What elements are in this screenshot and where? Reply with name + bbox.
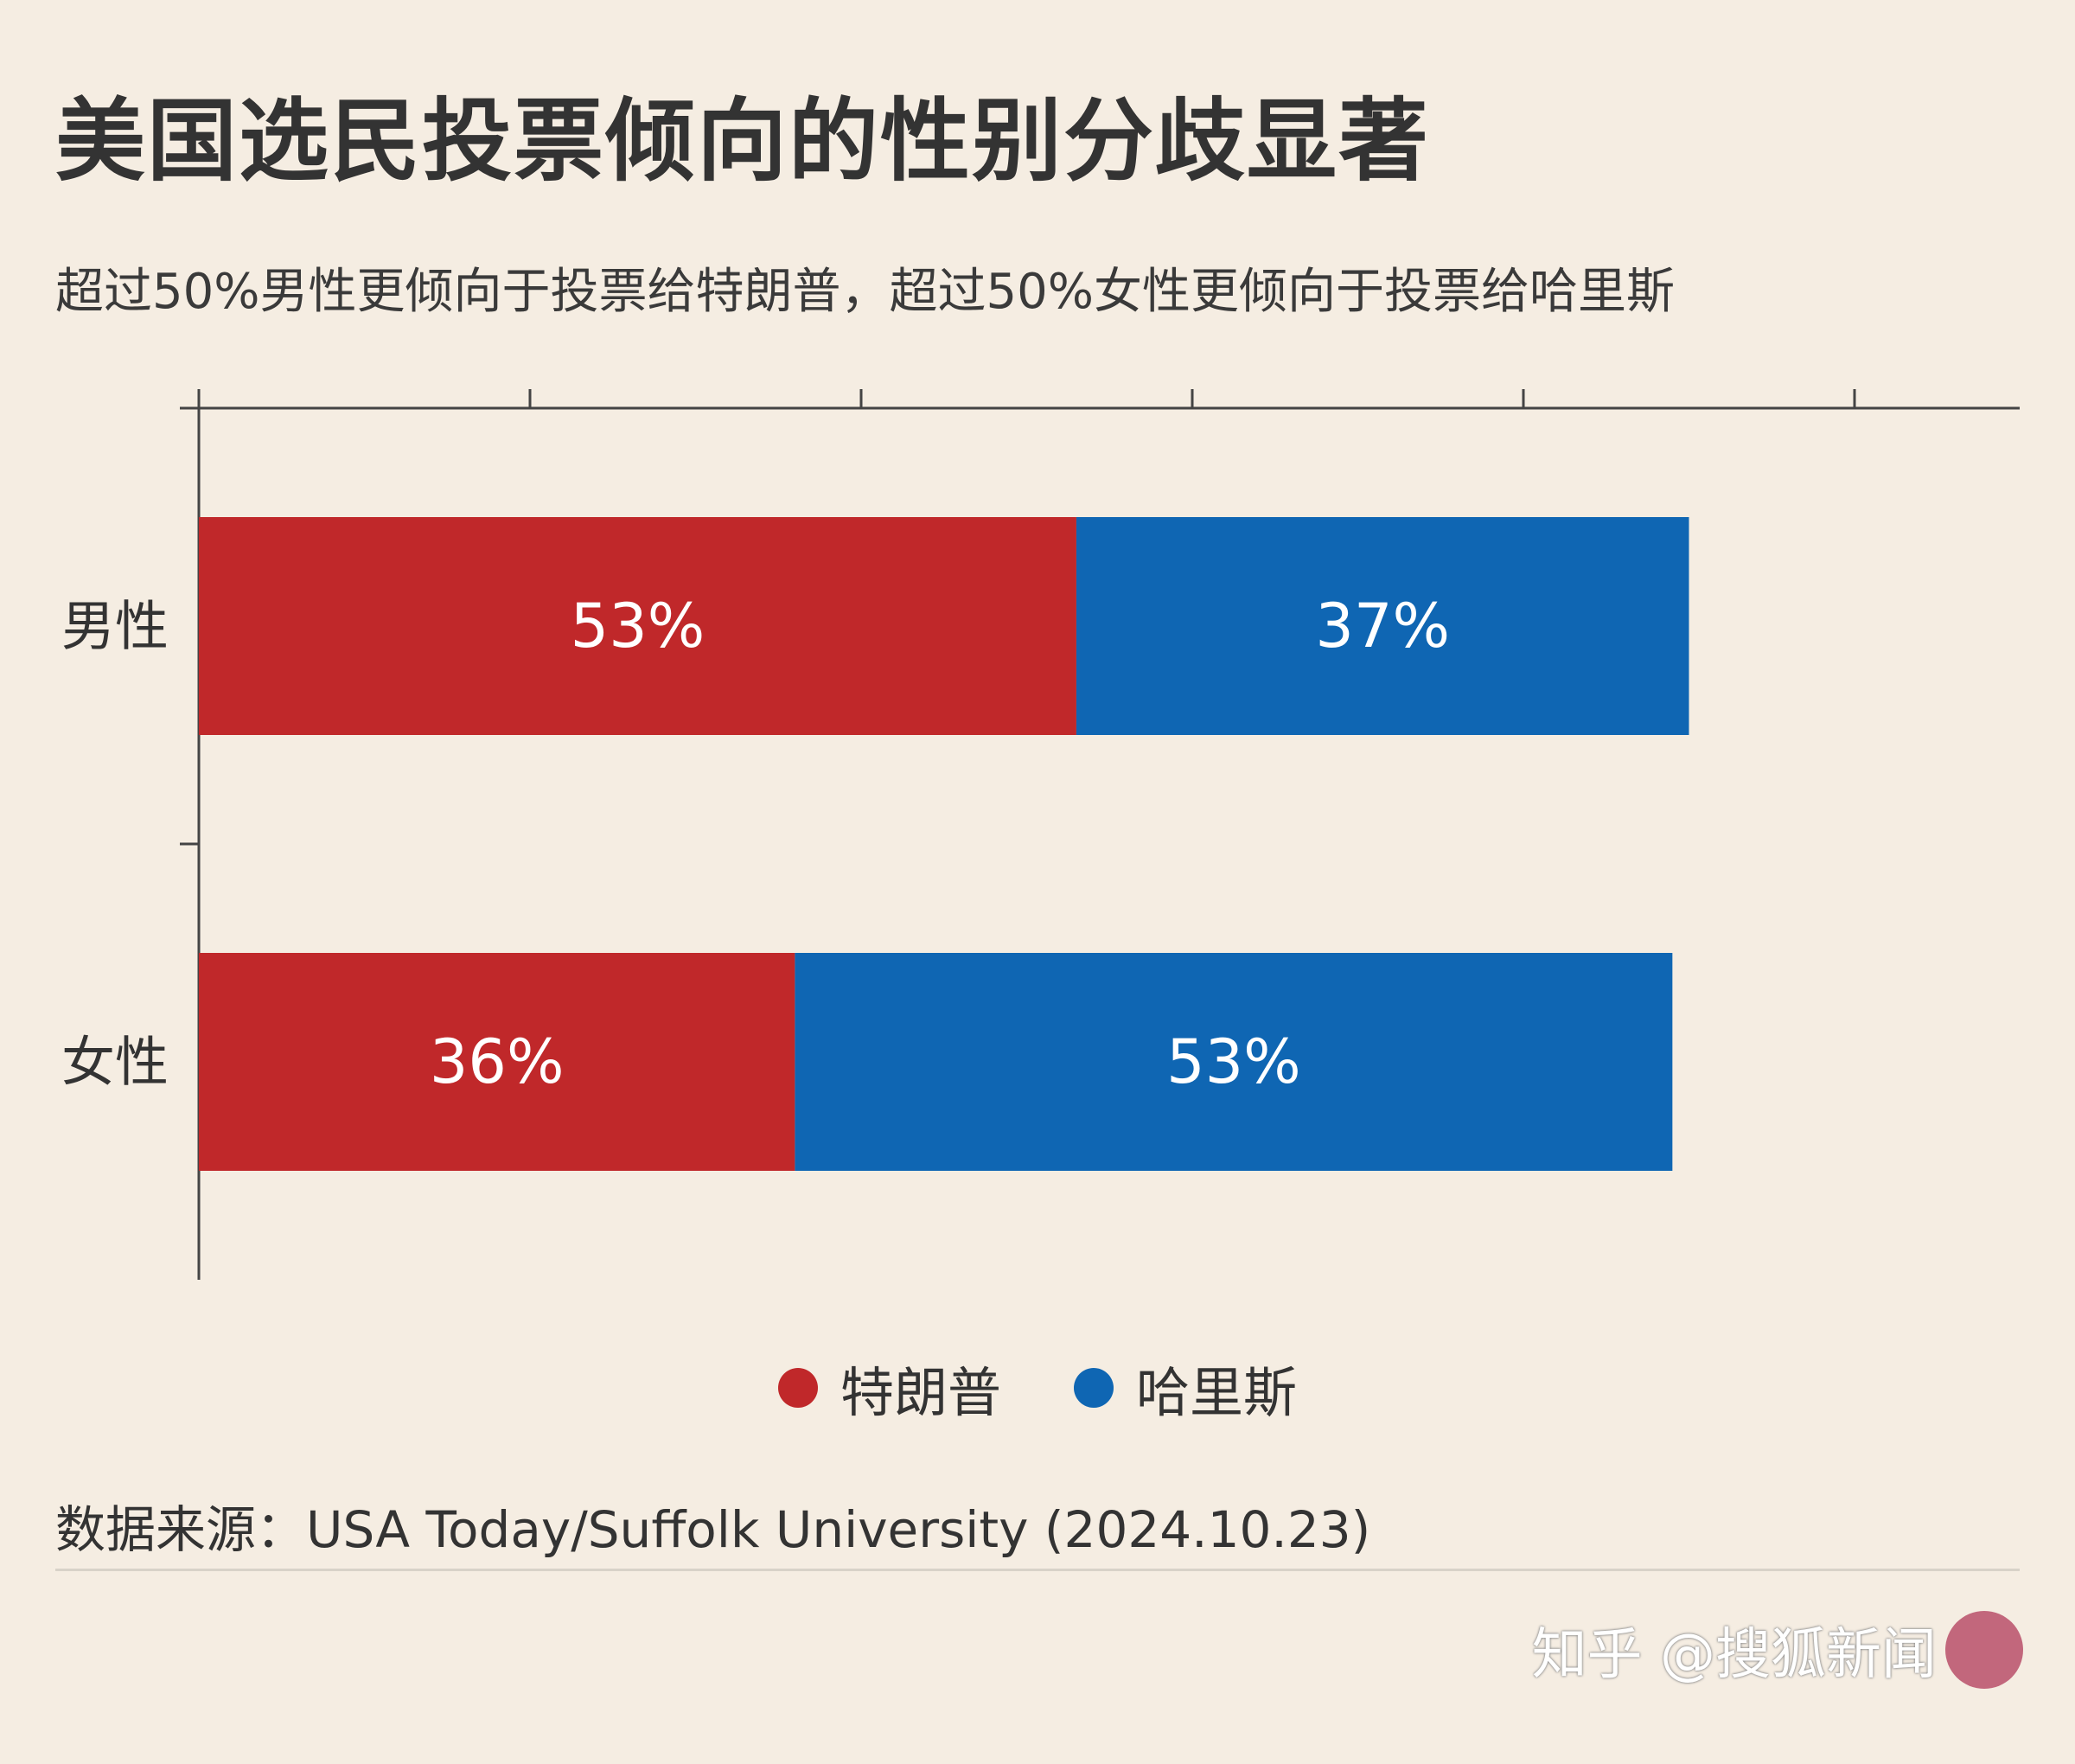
chart-title: 美国选民投票倾向的性别分歧显著 xyxy=(55,88,1431,194)
legend-label-trump: 特朗普 xyxy=(840,1361,1001,1424)
bar-segment xyxy=(795,953,1673,1171)
bar-segment xyxy=(199,517,1076,735)
legend-item-harris: 哈里斯 xyxy=(1074,1349,1297,1427)
chart-legend: 特朗普 哈里斯 xyxy=(0,1349,2075,1427)
chart-subtitle: 超过50%男性更倾向于投票给特朗普，超过50%女性更倾向于投票给哈里斯 xyxy=(55,264,1675,320)
watermark-badge-icon xyxy=(1945,1611,2023,1689)
bar-data-label: 36% xyxy=(430,1026,565,1097)
bar-segment xyxy=(199,953,795,1171)
data-source: 数据来源：USA Today/Suffolk University (2024.… xyxy=(55,1500,1371,1559)
bar-segment xyxy=(1076,517,1689,735)
legend-swatch-trump xyxy=(777,1368,818,1408)
watermark: 知乎 @搜狐新闻 xyxy=(1532,1610,2023,1690)
legend-label-harris: 哈里斯 xyxy=(1136,1361,1298,1424)
legend-swatch-harris xyxy=(1074,1368,1114,1408)
watermark-text: 知乎 @搜狐新闻 xyxy=(1531,1623,1937,1687)
category-label: 女性 xyxy=(61,1031,169,1094)
category-label: 男性 xyxy=(61,595,169,658)
bar-data-label: 37% xyxy=(1315,591,1450,662)
footer-divider xyxy=(55,1569,2020,1571)
bar-data-label: 53% xyxy=(1166,1026,1301,1097)
legend-item-trump: 特朗普 xyxy=(777,1349,1001,1427)
stacked-bar-chart: 53% 37% 男性 36% 53% 女性 xyxy=(61,389,2020,1280)
bar-data-label: 53% xyxy=(571,591,706,662)
